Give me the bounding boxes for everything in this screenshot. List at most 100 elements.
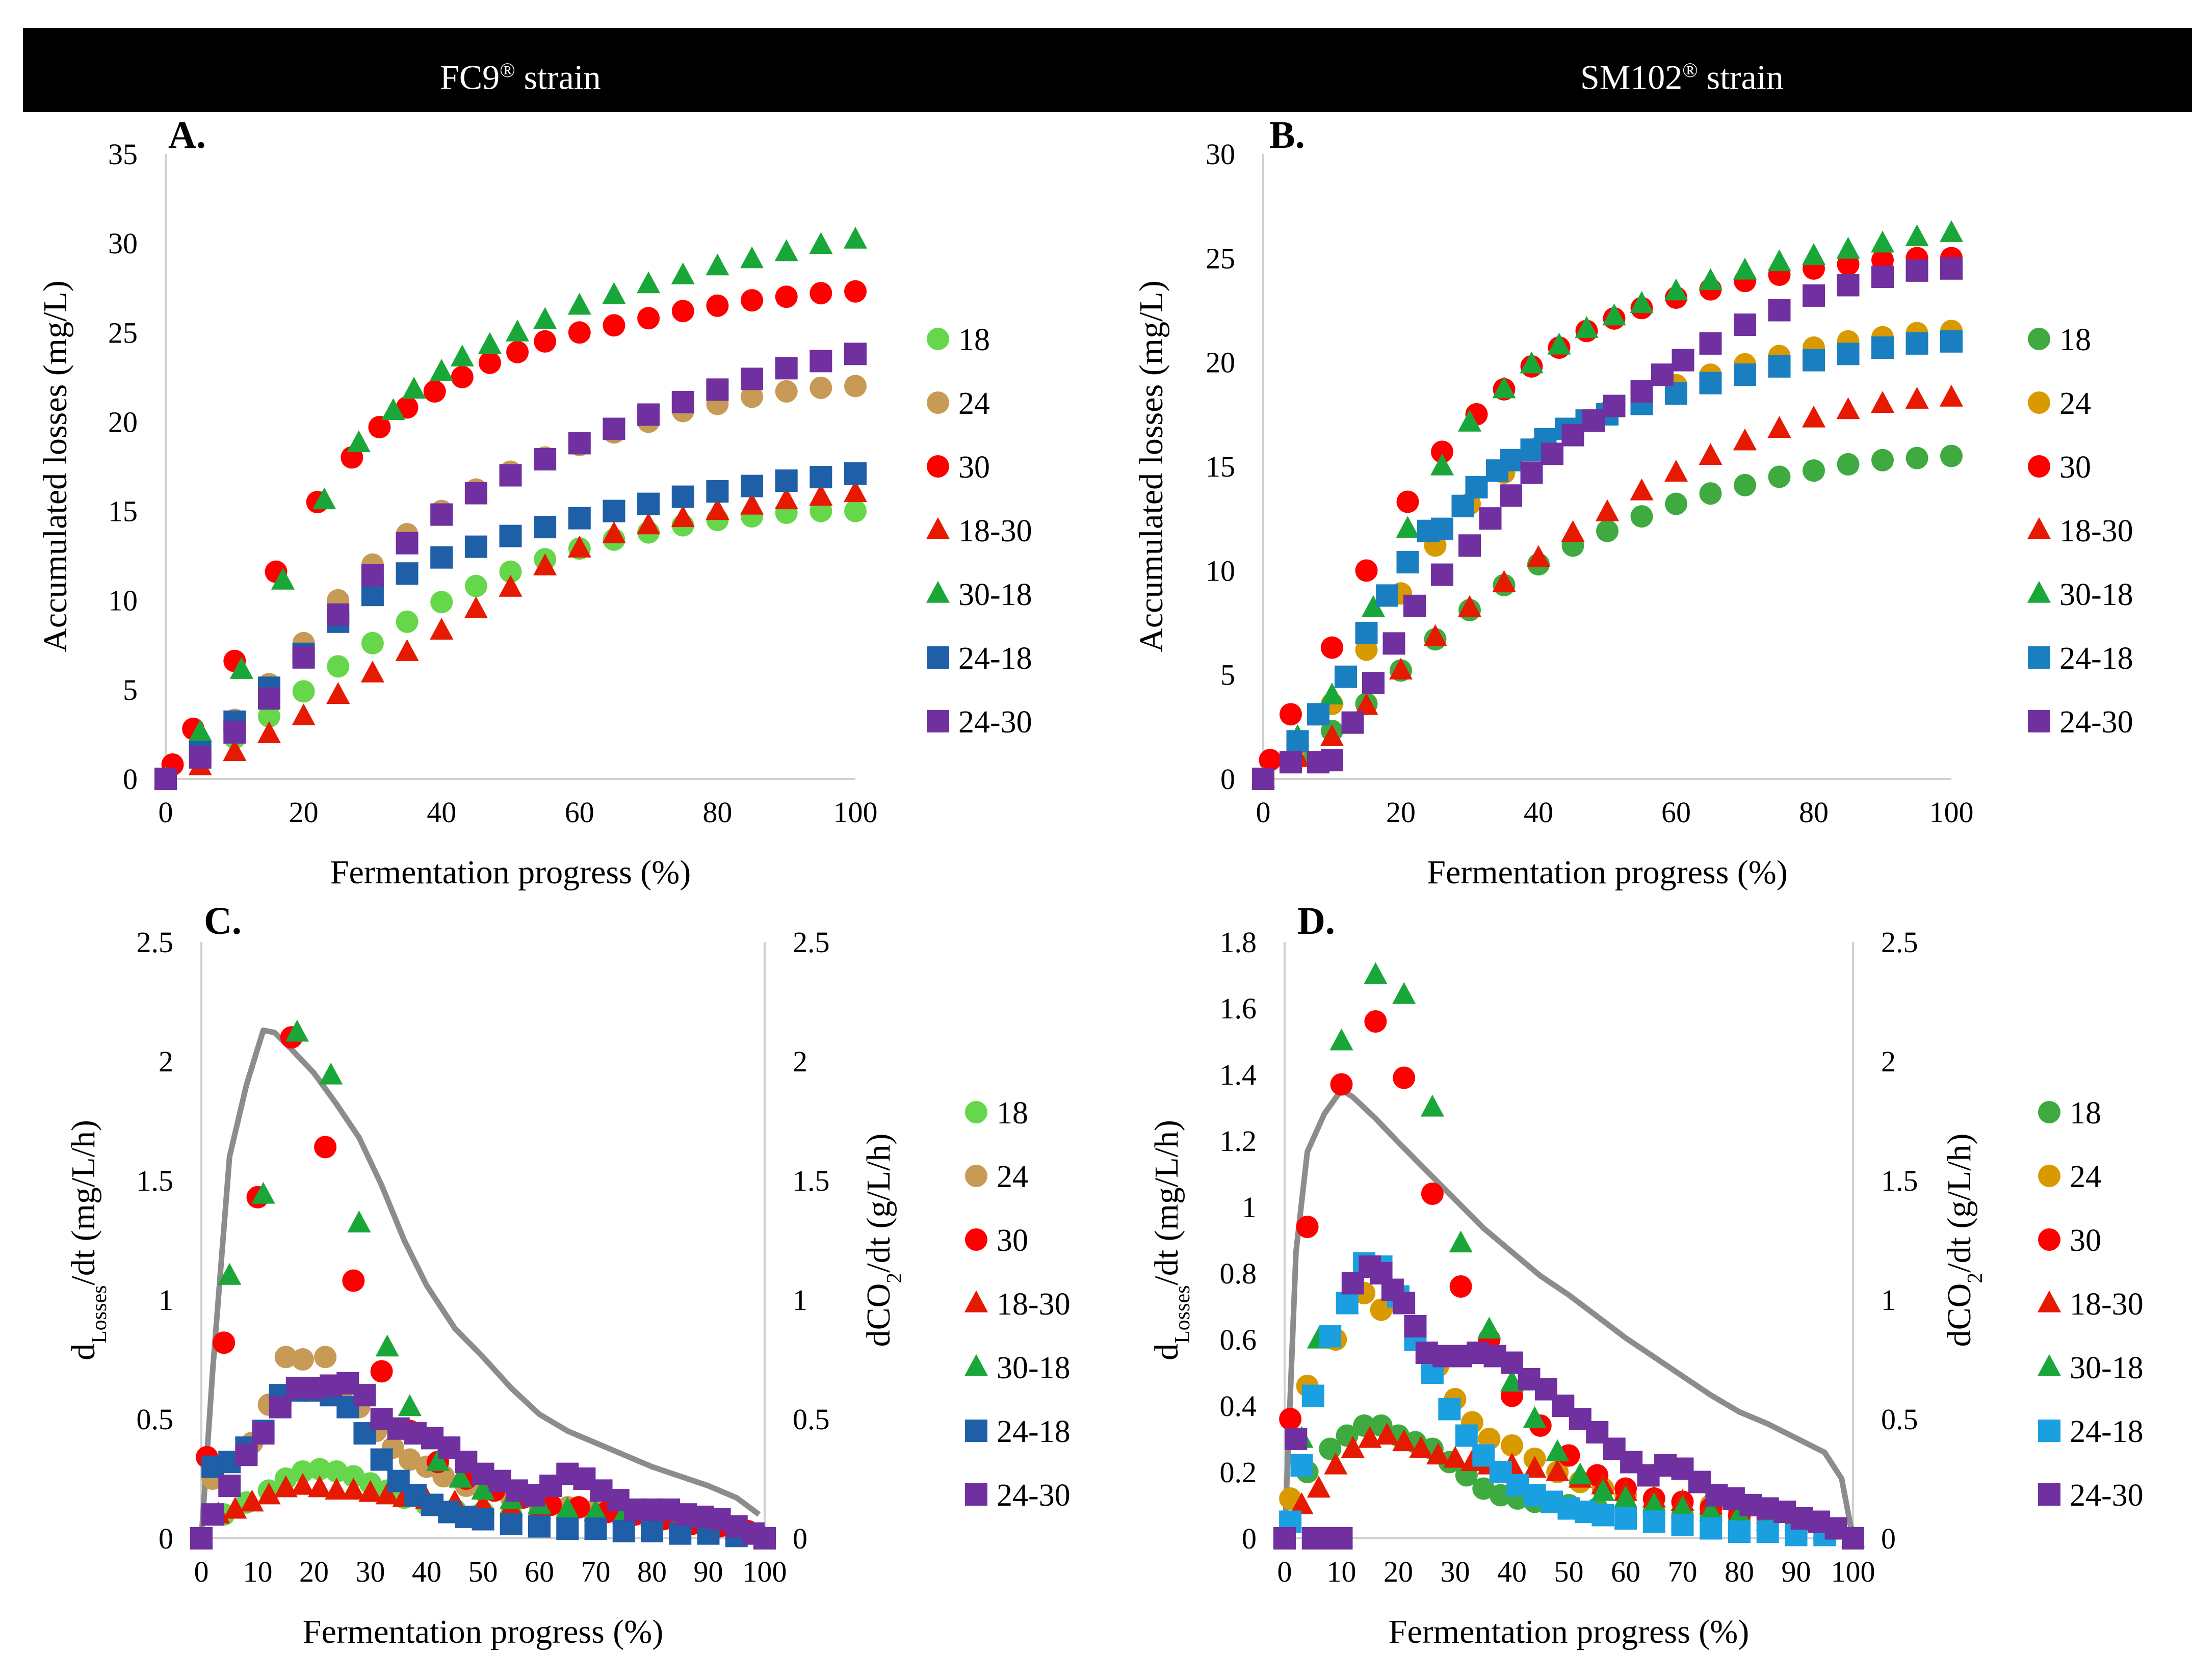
data-point: [342, 1269, 365, 1292]
data-point: [1465, 476, 1488, 498]
data-point: [1837, 253, 1860, 276]
y-tick-label: 1.5: [137, 1164, 174, 1197]
legend-label: 18: [997, 1096, 1028, 1131]
data-point: [257, 687, 280, 710]
x-tick-label: 60: [565, 796, 594, 829]
header-bar: FC9® strain SM102® strain: [23, 28, 2192, 112]
data-point: [1457, 409, 1482, 432]
data-point: [325, 1478, 349, 1500]
data-point: [810, 466, 832, 489]
chart-panel-B: 0 20 40 60 80 100 0 5 10 15 20 25 30 Fermentation pro…: [1133, 114, 2133, 891]
data-point: [1591, 1479, 1615, 1501]
panel-label: D.: [1297, 900, 1335, 942]
data-point: [1547, 332, 1571, 355]
y-tick-label: 0: [1242, 1522, 1257, 1555]
y-tick-label: 0.6: [1220, 1323, 1257, 1356]
data-point: [1664, 278, 1688, 301]
y-tick-label: 2.5: [137, 926, 174, 959]
legend-label: 24-18: [958, 641, 1032, 676]
data-point: [1479, 507, 1502, 530]
legend-label: 18: [958, 323, 990, 357]
data-point: [499, 574, 523, 597]
data-point: [1734, 474, 1756, 496]
data-point: [1871, 336, 1894, 359]
x-tick-label: 100: [1831, 1555, 1875, 1588]
data-point: [1630, 291, 1654, 313]
x-tick-label: 10: [1327, 1555, 1356, 1588]
data-point: [1837, 274, 1860, 297]
data-point: [1870, 391, 1895, 413]
data-point: [1358, 1426, 1382, 1448]
data-point: [637, 492, 660, 515]
data-point: [1449, 1230, 1473, 1253]
data-point: [201, 1503, 224, 1526]
x-tick-label: 70: [1668, 1555, 1698, 1588]
data-point: [1837, 343, 1860, 365]
data-point: [218, 1263, 242, 1285]
data-point: [1455, 1424, 1478, 1447]
legend-label: 24-18: [997, 1414, 1071, 1449]
data-point: [1768, 299, 1791, 322]
legend-label: 24: [958, 386, 990, 421]
header-title-fc9-suffix: strain: [515, 58, 601, 97]
data-point: [342, 1478, 366, 1500]
data-point: [223, 1497, 247, 1519]
data-point: [1396, 550, 1419, 573]
data-point: [637, 307, 660, 330]
data-point: [584, 1499, 608, 1521]
data-point: [314, 1136, 337, 1159]
data-point: [471, 1478, 495, 1500]
data-point: [774, 487, 798, 510]
data-point: [423, 380, 446, 403]
x-tick-label: 60: [1661, 796, 1691, 829]
x-tick-label: 30: [356, 1555, 385, 1588]
data-point: [464, 574, 487, 597]
y-axis-label: dLosses/dt (mg/L/h): [1148, 1120, 1194, 1360]
data-point: [1699, 482, 1722, 505]
data-point: [1409, 1436, 1433, 1458]
data-point: [396, 532, 419, 555]
data-point: [368, 415, 391, 438]
x-tick-label: 80: [1725, 1555, 1754, 1588]
data-point: [1836, 237, 1860, 259]
data-point: [844, 500, 867, 522]
data-point: [1526, 545, 1551, 567]
y-tick-label: 25: [108, 316, 138, 349]
x-tick-label: 70: [581, 1555, 611, 1588]
data-point: [472, 1508, 494, 1531]
data-point: [1375, 1423, 1399, 1445]
legend-marker: [965, 1165, 987, 1187]
data-point: [775, 469, 798, 492]
legend: 18 24 30 18-30 30-18 24-18 24-30: [964, 1096, 1071, 1513]
data-point: [603, 500, 625, 522]
data-point: [584, 1517, 607, 1540]
data-point: [1500, 449, 1522, 471]
data-point: [1523, 1456, 1547, 1478]
y-tick-label: 0.8: [1220, 1257, 1257, 1290]
data-point: [218, 1475, 241, 1498]
data-point: [1477, 1317, 1501, 1339]
data-point: [398, 1394, 422, 1416]
data-point: [637, 271, 661, 294]
data-point: [706, 480, 729, 503]
x-tick-label: 10: [243, 1555, 273, 1588]
data-point: [534, 330, 557, 353]
data-point: [1591, 1504, 1614, 1527]
x-tick-label: 40: [1497, 1555, 1527, 1588]
x-tick-label: 80: [702, 796, 732, 829]
x-tick-label: 20: [1384, 1555, 1413, 1588]
data-point: [154, 768, 177, 790]
data-point: [1324, 1452, 1348, 1475]
header-title-sm102-suffix: strain: [1698, 58, 1784, 97]
data-point: [1370, 1298, 1393, 1321]
data-point: [1699, 268, 1723, 290]
data-point: [381, 398, 405, 421]
data-point: [499, 560, 522, 583]
data-point: [568, 321, 591, 344]
data-point: [1259, 749, 1282, 772]
data-point: [319, 1062, 343, 1085]
data-point: [1614, 1507, 1637, 1530]
legend-label: 18: [2070, 1096, 2101, 1131]
data-point: [1630, 380, 1653, 403]
